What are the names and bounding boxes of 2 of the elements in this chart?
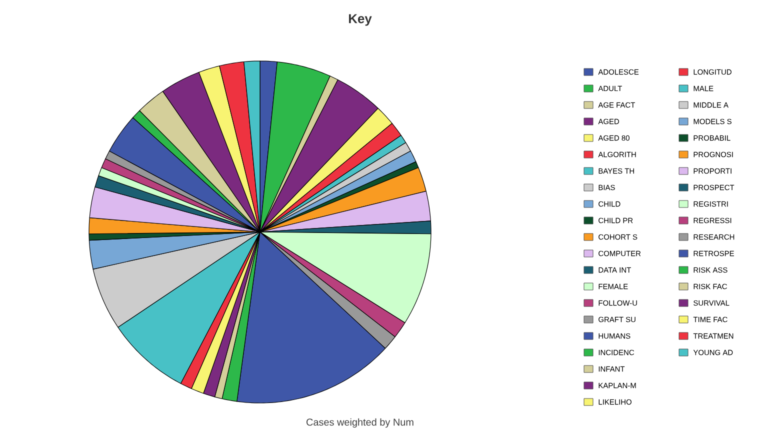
chart-title: Key bbox=[348, 14, 372, 26]
text: Cases weighted by Num bbox=[306, 418, 414, 428]
